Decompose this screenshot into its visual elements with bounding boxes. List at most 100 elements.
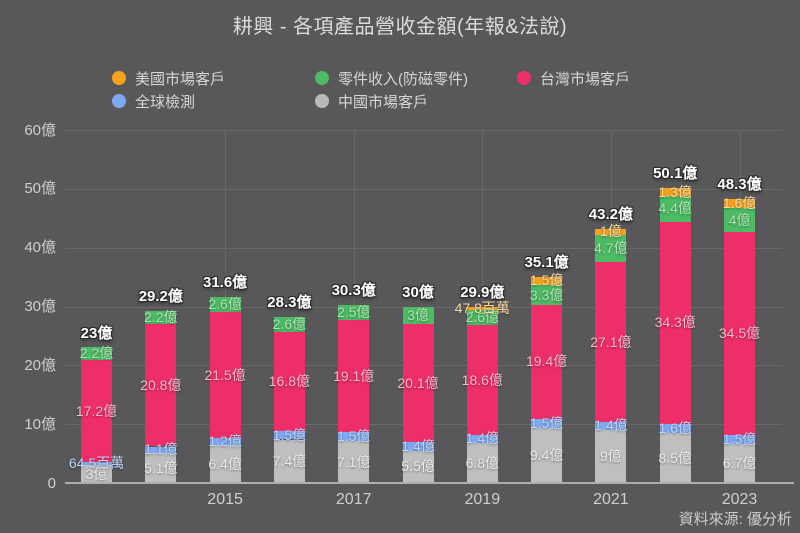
label-2014-parts: 2.2億 xyxy=(144,309,178,326)
bar-2014-segment-china[interactable] xyxy=(145,453,177,483)
total-label-2015: 31.6億 xyxy=(202,274,248,292)
x-axis-tick-2017: 2017 xyxy=(335,491,372,508)
bar-2023-segment-china[interactable] xyxy=(724,443,755,483)
label-2023-global: 1.5億 xyxy=(722,430,757,447)
label-2015-china: 6.4億 xyxy=(208,455,242,472)
bar-2017-segment-global[interactable] xyxy=(338,432,370,442)
bar-2021-segment-china[interactable] xyxy=(595,430,627,484)
label-2013-china: 3億 xyxy=(85,465,108,482)
bar-2020-segment-taiwan[interactable] xyxy=(531,304,563,419)
bar-2022-segment-global[interactable] xyxy=(659,423,691,433)
y-axis-tick: 0 xyxy=(47,474,56,492)
label-2020-global: 1.5億 xyxy=(529,414,564,431)
bar-2022-segment-taiwan[interactable] xyxy=(659,221,691,424)
label-2013-taiwan: 17.2億 xyxy=(75,402,118,419)
x-axis-tick-2021: 2021 xyxy=(593,491,629,508)
label-2020-taiwan: 19.4億 xyxy=(525,353,568,370)
bar-2019-segment-us[interactable] xyxy=(466,307,498,310)
y-axis-tick: 40億 xyxy=(24,239,56,257)
label-2018-taiwan: 20.1億 xyxy=(397,374,439,391)
bar-2013-segment-parts[interactable] xyxy=(81,347,112,361)
label-2020-china: 9.4億 xyxy=(529,446,564,463)
bar-2014-segment-parts[interactable] xyxy=(145,311,177,325)
bar-2018-segment-china[interactable] xyxy=(402,450,434,483)
total-label-2018: 30億 xyxy=(402,283,434,301)
bar-2019-segment-global[interactable] xyxy=(466,434,498,443)
bar-2019-segment-parts[interactable] xyxy=(466,310,498,326)
bar-2023-segment-us[interactable] xyxy=(724,198,755,209)
bar-2016-segment-china[interactable] xyxy=(273,439,305,483)
bar-2015-segment-china[interactable] xyxy=(209,445,241,483)
label-2023-parts: 4億 xyxy=(728,211,751,228)
bar-2019-segment-taiwan[interactable] xyxy=(466,325,498,435)
total-label-2021: 43.2億 xyxy=(588,205,633,223)
bar-2016-segment-taiwan[interactable] xyxy=(273,331,305,431)
bar-2018-segment-taiwan[interactable] xyxy=(402,324,434,443)
bar-2013-segment-taiwan[interactable] xyxy=(81,360,112,462)
bar-2015-segment-taiwan[interactable] xyxy=(209,311,241,439)
bar-2013-segment-china[interactable] xyxy=(81,465,112,484)
legend-label: 台灣市場客戶 xyxy=(540,70,631,88)
gridline-y-40億 xyxy=(65,247,782,249)
bar-2017-segment-taiwan[interactable] xyxy=(338,320,370,433)
chart-title: 耕興 - 各項產品營收金額(年報&法說) xyxy=(232,16,568,38)
x-axis-tick-2023: 2023 xyxy=(721,491,758,508)
legend-item-3[interactable]: 台灣市場客戶 xyxy=(517,70,631,88)
legend-item-1[interactable]: 美國市場客戶 xyxy=(112,70,225,88)
legend-dot-icon xyxy=(112,71,126,85)
bar-2022-segment-china[interactable] xyxy=(659,433,691,483)
x-axis-tick-2019: 2019 xyxy=(464,491,501,508)
bar-2020-segment-china[interactable] xyxy=(531,427,563,483)
bar-2014-segment-taiwan[interactable] xyxy=(145,324,177,447)
bar-2021-segment-global[interactable] xyxy=(595,421,627,430)
bar-2022-segment-us[interactable] xyxy=(659,188,691,196)
label-2020-us: 1.5億 xyxy=(529,272,564,289)
bar-2021-segment-us[interactable] xyxy=(595,228,627,235)
bar-2023-segment-parts[interactable] xyxy=(724,208,755,232)
label-2020-parts: 3.3億 xyxy=(529,286,564,303)
bar-2019-segment-china[interactable] xyxy=(466,443,498,483)
total-label-2020: 35.1億 xyxy=(524,253,569,271)
y-axis-tick: 50億 xyxy=(24,180,56,198)
legend-item-4[interactable]: 全球檢測 xyxy=(112,93,195,111)
label-2022-china: 8.5億 xyxy=(658,449,692,466)
bar-2016-segment-global[interactable] xyxy=(273,430,305,440)
bar-2023-segment-taiwan[interactable] xyxy=(724,231,755,435)
label-2017-taiwan: 19.1億 xyxy=(333,367,375,384)
label-2018-parts: 3億 xyxy=(407,306,429,323)
legend-dot-icon xyxy=(315,71,329,85)
bar-2020-segment-global[interactable] xyxy=(531,418,563,428)
bar-2013-segment-global[interactable] xyxy=(81,461,112,466)
bar-2017-segment-china[interactable] xyxy=(338,441,370,483)
bar-2018-segment-parts[interactable] xyxy=(402,306,434,325)
label-2015-taiwan: 21.5億 xyxy=(204,366,246,383)
bar-2015-segment-parts[interactable] xyxy=(209,296,241,312)
bar-2020-segment-us[interactable] xyxy=(531,276,563,286)
bar-2023-segment-global[interactable] xyxy=(724,434,755,444)
label-2017-china: 7.1億 xyxy=(336,453,371,470)
label-2014-taiwan: 20.8億 xyxy=(140,376,182,393)
label-2016-taiwan: 16.8億 xyxy=(268,372,311,389)
label-2022-parts: 4.4億 xyxy=(658,200,692,217)
legend-item-2[interactable]: 零件收入(防磁零件) xyxy=(315,70,468,88)
label-2023-us: 1.6億 xyxy=(722,195,757,211)
bar-2017-segment-parts[interactable] xyxy=(338,305,370,320)
bar-2022-segment-parts[interactable] xyxy=(659,195,691,222)
label-2016-global: 1.5億 xyxy=(272,426,307,443)
total-label-2013: 23億 xyxy=(80,324,113,342)
bar-2018-segment-global[interactable] xyxy=(402,442,434,451)
gridline-y-60億 xyxy=(65,130,782,131)
bar-2021-segment-parts[interactable] xyxy=(595,234,627,263)
label-2017-global: 1.5億 xyxy=(336,428,371,445)
legend-item-5[interactable]: 中國市場客戶 xyxy=(315,93,428,111)
bar-2014-segment-global[interactable] xyxy=(145,446,177,453)
total-label-2022: 50.1億 xyxy=(653,165,698,183)
label-2015-global: 1.2億 xyxy=(208,433,242,450)
bar-2020-segment-parts[interactable] xyxy=(531,285,563,305)
bar-2021-segment-taiwan[interactable] xyxy=(595,262,627,422)
bar-2015-segment-global[interactable] xyxy=(209,438,241,446)
legend-dot-icon xyxy=(112,94,126,108)
bar-2016-segment-parts[interactable] xyxy=(273,316,305,332)
y-axis-tick: 30億 xyxy=(24,298,56,315)
total-label-2019: 29.9億 xyxy=(460,284,505,302)
